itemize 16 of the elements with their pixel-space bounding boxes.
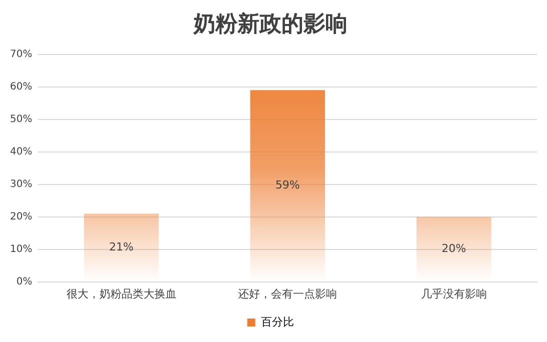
y-tick-label: 50%	[10, 114, 32, 125]
y-tick-label: 0%	[16, 276, 32, 288]
data-label: 59%	[275, 178, 300, 192]
x-tick-label: 很大，奶粉品类大换血	[66, 287, 176, 300]
x-tick-label: 几乎没有影响	[420, 287, 487, 300]
y-tick-label: 20%	[10, 211, 32, 222]
data-label: 20%	[442, 242, 466, 255]
y-tick-label: 60%	[10, 81, 32, 92]
legend-label: 百分比	[260, 315, 294, 328]
data-label: 21%	[109, 240, 134, 254]
y-tick-label: 40%	[10, 146, 32, 158]
y-tick-label: 30%	[10, 178, 32, 190]
y-tick-label: 10%	[10, 244, 32, 255]
chart-title: 奶粉新政的影响	[192, 10, 348, 37]
y-tick-label: 70%	[10, 48, 32, 60]
x-tick-label: 还好，会有一点影响	[238, 287, 338, 300]
